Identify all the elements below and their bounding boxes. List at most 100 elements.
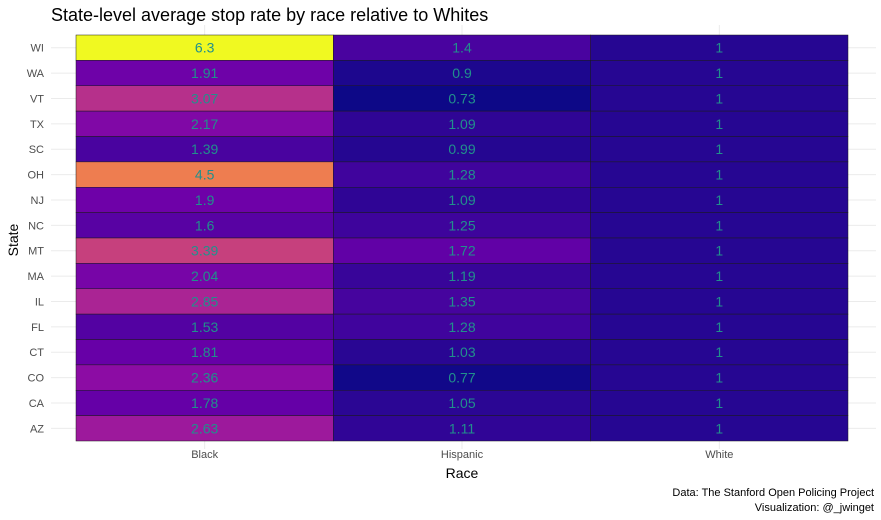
cell-value-label: 1.25 [448, 217, 475, 233]
heatmap-cell [590, 415, 849, 442]
y-tick-label: CT [29, 347, 44, 359]
x-axis-tick-labels: Black Hispanic White [191, 449, 733, 461]
heatmap-cell [75, 212, 334, 239]
cell-value-label: 1 [715, 344, 723, 360]
caption-visualization-credit: Visualization: @_jwinget [755, 502, 874, 514]
x-tick-label: White [705, 449, 733, 461]
heatmap-cell [75, 288, 334, 315]
heatmap-cell [75, 34, 334, 61]
y-tick-label: WA [27, 68, 45, 80]
heatmap-cell [75, 110, 334, 137]
y-tick-label: VT [30, 93, 44, 105]
x-tick-label: Black [191, 449, 218, 461]
heatmap-cell [333, 187, 591, 213]
y-tick-label: FL [31, 322, 44, 334]
cell-value-label: 1.91 [191, 65, 218, 81]
cell-value-label: 2.63 [191, 420, 218, 436]
heatmap-cell [590, 85, 849, 112]
cell-value-label: 1 [715, 319, 723, 335]
x-tick-label: Hispanic [441, 449, 484, 461]
y-tick-label: NJ [31, 195, 44, 207]
cell-value-label: 0.9 [452, 65, 472, 81]
cell-value-label: 1 [715, 243, 723, 259]
cell-value-label: 1 [715, 167, 723, 183]
heatmap-cell [75, 263, 334, 289]
y-axis-title: State [5, 223, 21, 256]
heatmap-cell [333, 339, 591, 366]
heatmap-cell [590, 161, 849, 188]
heatmap-cell [590, 212, 849, 239]
cell-value-label: 1.6 [195, 217, 215, 233]
cell-value-label: 1 [715, 141, 723, 157]
cell-value-label: 1.53 [191, 319, 218, 335]
cell-value-label: 1 [715, 395, 723, 411]
heatmap-cell [590, 390, 849, 416]
heatmap-cell [333, 263, 591, 289]
heatmap-cell [590, 136, 849, 163]
y-tick-label: CA [29, 398, 45, 410]
cell-value-label: 1.35 [448, 293, 475, 309]
heatmap-cell [590, 288, 849, 315]
cell-value-label: 0.99 [448, 141, 475, 157]
y-axis-tick-labels: WI WA VT TX SC OH NJ NC MT MA IL FL CT CO CA AZ [27, 43, 45, 436]
heatmap-cell [333, 415, 591, 442]
chart-title: State-level average stop rate by race re… [51, 5, 488, 25]
cell-value-label: 1.03 [448, 344, 475, 360]
cell-value-label: 3.07 [191, 90, 218, 106]
cell-value-label: 0.77 [448, 370, 475, 386]
cell-value-label: 1 [715, 420, 723, 436]
heatmap-cell [75, 364, 334, 391]
y-tick-label: AZ [30, 423, 44, 435]
heatmap-cell [333, 212, 591, 239]
y-tick-label: SC [29, 144, 44, 156]
heatmap-cell [75, 85, 334, 112]
cell-value-label: 1 [715, 293, 723, 309]
cell-value-label: 1 [715, 217, 723, 233]
cell-value-label: 1.81 [191, 344, 218, 360]
y-tick-label: MT [28, 246, 44, 258]
cell-value-label: 1.28 [448, 167, 475, 183]
heatmap-cell [333, 136, 591, 163]
cell-value-label: 1.39 [191, 141, 218, 157]
cell-value-label: 1.09 [448, 116, 475, 132]
cell-value-label: 1.05 [448, 395, 475, 411]
cell-value-label: 1.4 [452, 40, 472, 56]
y-tick-label: WI [31, 43, 44, 55]
cell-value-label: 6.3 [195, 40, 215, 56]
heatmap-cell [590, 34, 849, 61]
cell-value-label: 1.28 [448, 319, 475, 335]
y-tick-label: NC [28, 220, 44, 232]
caption-data-source: Data: The Stanford Open Policing Project [672, 487, 874, 499]
cell-value-label: 1 [715, 40, 723, 56]
cell-value-label: 3.39 [191, 243, 218, 259]
heatmap-cell [590, 364, 849, 391]
cell-value-label: 2.04 [191, 268, 218, 284]
cell-value-label: 1.11 [449, 420, 475, 436]
cell-value-label: 1.09 [448, 192, 475, 208]
heatmap-cell [75, 313, 334, 340]
cell-value-label: 1.72 [448, 243, 475, 259]
cell-value-label: 1 [715, 192, 723, 208]
heatmap-cell [333, 34, 591, 61]
y-tick-label: OH [28, 170, 45, 182]
heatmap-cell [590, 313, 849, 340]
cell-value-label: 1.78 [191, 395, 218, 411]
heatmap-cell [75, 415, 334, 442]
cell-value-label: 4.5 [195, 167, 215, 183]
heatmap-cells [75, 34, 849, 442]
cell-value-label: 1 [715, 116, 723, 132]
cell-value-label: 2.36 [191, 370, 218, 386]
heatmap-cell [333, 288, 591, 315]
heatmap-cell [75, 60, 334, 86]
cell-value-label: 1 [715, 268, 723, 284]
cell-value-label: 0.73 [448, 90, 475, 106]
heatmap-cell [590, 237, 849, 264]
cell-value-label: 1 [715, 90, 723, 106]
x-axis-title: Race [446, 465, 479, 481]
heatmap-cell [75, 339, 334, 366]
y-tick-label: TX [30, 119, 45, 131]
heatmap-cell [590, 339, 849, 366]
heatmap-cell [590, 187, 849, 213]
heatmap-cell [333, 85, 591, 112]
